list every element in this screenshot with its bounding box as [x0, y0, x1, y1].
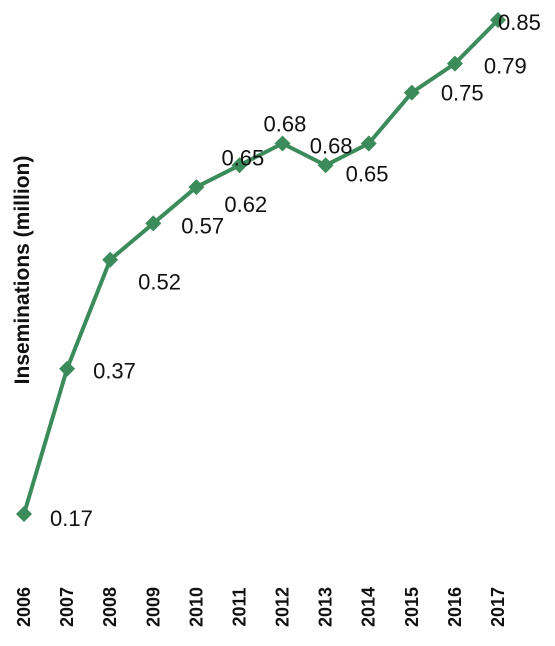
x-tick-2016: 2016	[445, 587, 465, 627]
x-tick-2007: 2007	[57, 587, 77, 627]
data-point-2010	[188, 179, 205, 196]
data-label-2017: 0.85	[498, 10, 541, 35]
x-tick-2012: 2012	[273, 587, 293, 627]
x-tick-2014: 2014	[359, 587, 379, 627]
data-label-2012: 0.68	[264, 112, 307, 137]
data-label-2010: 0.62	[224, 192, 267, 217]
data-point-2009	[145, 215, 162, 232]
data-point-2007	[59, 360, 76, 377]
data-label-2015: 0.75	[441, 81, 484, 106]
y-axis-label: Inseminations (million)	[11, 156, 34, 385]
series-line	[22, 18, 500, 515]
data-point-2006	[16, 506, 32, 522]
x-tick-2013: 2013	[316, 587, 336, 627]
data-point-2011	[231, 157, 248, 174]
data-point-2016	[446, 55, 463, 72]
x-tick-2011: 2011	[229, 587, 249, 626]
data-label-2016: 0.79	[484, 54, 527, 79]
data-point-2017	[490, 12, 506, 28]
series-line-layer	[22, 18, 500, 515]
data-point-2015	[403, 84, 420, 101]
x-axis-ticks: 2006 2007 2008 2009 2010 2011 2012 2013 2014 2015…	[14, 587, 508, 627]
data-label-2006: 0.17	[50, 506, 93, 531]
data-point-2014	[360, 135, 377, 152]
x-tick-2009: 2009	[143, 587, 163, 627]
data-label-2008: 0.52	[138, 270, 181, 295]
data-label-2013: 0.65	[346, 161, 389, 186]
x-tick-2008: 2008	[100, 587, 120, 627]
data-label-2011: 0.65	[221, 145, 264, 170]
data-point-2008	[102, 251, 119, 268]
x-tick-2017: 2017	[488, 587, 508, 627]
data-labels: 0.170.370.520.570.620.650.680.650.680.75…	[50, 10, 541, 531]
data-point-2013	[317, 157, 334, 174]
data-label-2007: 0.37	[93, 359, 136, 384]
x-tick-2006: 2006	[14, 587, 34, 627]
x-tick-2015: 2015	[402, 587, 422, 627]
x-tick-2010: 2010	[186, 587, 206, 627]
data-markers	[16, 12, 506, 522]
data-label-2009: 0.57	[181, 213, 224, 238]
data-point-2012	[274, 135, 291, 152]
data-label-2014: 0.68	[310, 134, 353, 159]
